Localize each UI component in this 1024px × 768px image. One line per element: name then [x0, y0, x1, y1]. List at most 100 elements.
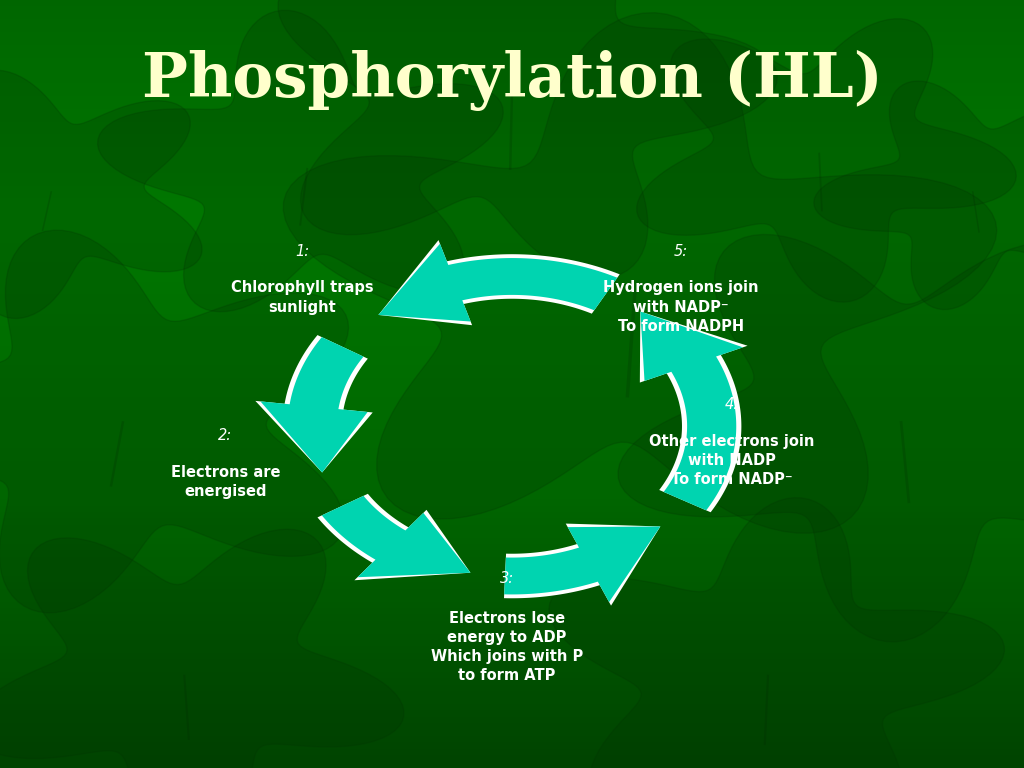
Bar — [0, 659, 1024, 666]
Polygon shape — [549, 498, 1005, 768]
Bar — [0, 531, 1024, 538]
Bar — [0, 730, 1024, 736]
Bar — [0, 601, 1024, 608]
Bar — [0, 198, 1024, 205]
Bar — [0, 134, 1024, 141]
Bar — [0, 409, 1024, 416]
Polygon shape — [640, 312, 742, 511]
Bar — [0, 653, 1024, 659]
Bar — [0, 403, 1024, 409]
Polygon shape — [284, 13, 996, 533]
Text: Phosphorylation (HL): Phosphorylation (HL) — [141, 50, 883, 111]
Bar — [0, 544, 1024, 551]
Bar — [0, 499, 1024, 505]
Bar — [0, 627, 1024, 634]
Polygon shape — [322, 496, 470, 578]
Bar — [0, 685, 1024, 691]
Bar — [0, 38, 1024, 45]
Bar — [0, 250, 1024, 256]
Bar — [0, 6, 1024, 13]
Bar — [0, 557, 1024, 563]
Bar — [0, 83, 1024, 90]
Bar — [0, 570, 1024, 576]
Bar — [0, 371, 1024, 378]
Bar — [0, 448, 1024, 455]
Bar — [0, 691, 1024, 697]
Bar — [0, 563, 1024, 570]
Bar — [0, 19, 1024, 25]
Bar — [0, 147, 1024, 154]
Text: 2:: 2: — [218, 428, 232, 443]
Polygon shape — [814, 81, 1024, 310]
Bar — [0, 160, 1024, 167]
Text: 3:: 3: — [500, 571, 514, 586]
Polygon shape — [504, 524, 660, 606]
Bar — [0, 518, 1024, 525]
Bar — [0, 263, 1024, 269]
Bar — [0, 525, 1024, 531]
Bar — [0, 51, 1024, 58]
Bar — [0, 621, 1024, 627]
Bar — [0, 352, 1024, 359]
Bar — [0, 743, 1024, 749]
Bar — [0, 595, 1024, 601]
Bar — [0, 243, 1024, 250]
Bar — [0, 467, 1024, 474]
Bar — [0, 429, 1024, 435]
Bar — [0, 192, 1024, 198]
Polygon shape — [618, 234, 1024, 642]
Bar — [0, 77, 1024, 83]
Bar — [0, 13, 1024, 19]
Bar — [0, 333, 1024, 339]
Polygon shape — [504, 526, 660, 602]
Bar — [0, 749, 1024, 755]
Bar — [0, 755, 1024, 762]
Bar — [0, 505, 1024, 512]
Bar — [0, 704, 1024, 710]
Bar — [0, 762, 1024, 768]
Bar — [0, 109, 1024, 115]
Bar — [0, 576, 1024, 582]
Bar — [0, 230, 1024, 237]
Bar — [0, 205, 1024, 211]
Bar — [0, 307, 1024, 313]
Bar — [0, 320, 1024, 326]
Bar — [0, 186, 1024, 192]
Bar — [0, 288, 1024, 294]
Polygon shape — [0, 230, 348, 613]
Bar — [0, 493, 1024, 499]
Bar — [0, 294, 1024, 301]
Bar — [0, 736, 1024, 743]
Bar — [0, 378, 1024, 384]
Bar — [0, 474, 1024, 480]
Bar — [0, 614, 1024, 621]
Polygon shape — [260, 337, 368, 472]
Bar — [0, 301, 1024, 307]
Bar — [0, 25, 1024, 32]
Polygon shape — [0, 529, 403, 768]
Bar — [0, 173, 1024, 179]
Bar — [0, 710, 1024, 717]
Bar — [0, 326, 1024, 333]
Bar — [0, 115, 1024, 121]
Bar — [0, 640, 1024, 647]
Bar — [0, 422, 1024, 429]
Bar — [0, 455, 1024, 461]
Bar — [0, 339, 1024, 346]
Bar — [0, 269, 1024, 275]
Text: 5:: 5: — [674, 243, 688, 259]
Bar — [0, 582, 1024, 589]
Bar — [0, 45, 1024, 51]
Text: 4:: 4: — [725, 397, 739, 412]
Bar — [0, 647, 1024, 653]
Bar — [0, 71, 1024, 77]
Bar — [0, 717, 1024, 723]
Bar — [0, 282, 1024, 288]
Bar — [0, 32, 1024, 38]
Polygon shape — [379, 243, 617, 322]
Bar — [0, 211, 1024, 217]
Bar — [0, 589, 1024, 595]
Bar — [0, 672, 1024, 678]
Bar — [0, 723, 1024, 730]
Bar — [0, 0, 1024, 6]
